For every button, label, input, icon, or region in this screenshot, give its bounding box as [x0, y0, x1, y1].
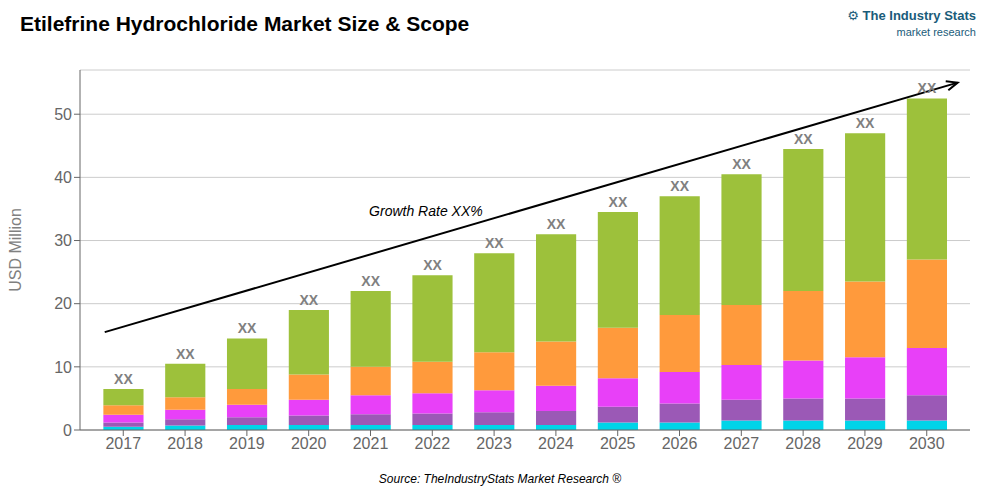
svg-text:XX: XX — [300, 292, 319, 308]
html-text:Etilefrine Hydrochloride Marke: Etilefrine Hydrochloride Market Size & S… — [20, 12, 470, 35]
svg-text:XX: XX — [856, 115, 875, 131]
svg-text:2027: 2027 — [724, 435, 760, 452]
svg-text:2030: 2030 — [909, 435, 945, 452]
svg-text:XX: XX — [732, 156, 751, 172]
svg-text:50: 50 — [54, 106, 72, 123]
html-text:market research: market research — [896, 26, 976, 38]
svg-text:2028: 2028 — [785, 435, 821, 452]
svg-text:2025: 2025 — [600, 435, 636, 452]
svg-text:XX: XX — [609, 194, 628, 210]
svg-text:XX: XX — [670, 178, 689, 194]
svg-text:XX: XX — [547, 216, 566, 232]
svg-text:XX: XX — [794, 131, 813, 147]
svg-text:XX: XX — [114, 371, 133, 387]
svg-text:Growth Rate XX%: Growth Rate XX% — [369, 203, 483, 219]
svg-text:2026: 2026 — [662, 435, 698, 452]
svg-text:XX: XX — [361, 273, 380, 289]
svg-text:2018: 2018 — [167, 435, 203, 452]
svg-text:2020: 2020 — [291, 435, 327, 452]
svg-text:2029: 2029 — [847, 435, 883, 452]
svg-text:XX: XX — [423, 257, 442, 273]
svg-text:40: 40 — [54, 169, 72, 186]
html-text:Source: TheIndustryStats Marke: Source: TheIndustryStats Market Research… — [378, 472, 622, 486]
svg-text:30: 30 — [54, 232, 72, 249]
svg-text:2024: 2024 — [538, 435, 574, 452]
svg-text:20: 20 — [54, 295, 72, 312]
svg-text:2017: 2017 — [105, 435, 141, 452]
svg-text:10: 10 — [54, 359, 72, 376]
svg-text:2022: 2022 — [414, 435, 450, 452]
svg-text:USD Million: USD Million — [8, 208, 24, 292]
svg-text:2019: 2019 — [229, 435, 265, 452]
svg-text:2023: 2023 — [476, 435, 512, 452]
html-text:⚙ The Industry Stats: ⚙ The Industry Stats — [847, 8, 976, 23]
svg-text:XX: XX — [238, 320, 257, 336]
svg-text:XX: XX — [485, 235, 504, 251]
svg-text:XX: XX — [176, 346, 195, 362]
svg-text:2021: 2021 — [353, 435, 389, 452]
svg-text:0: 0 — [63, 422, 72, 439]
svg-text:XX: XX — [918, 80, 937, 96]
